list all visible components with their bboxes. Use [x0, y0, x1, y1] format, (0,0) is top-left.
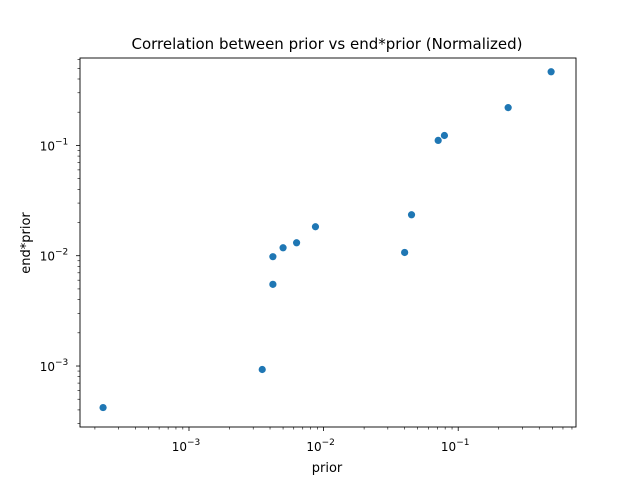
- data-point: [292, 239, 301, 247]
- data-point: [279, 244, 287, 252]
- data-point: [504, 104, 512, 112]
- chart-title: Correlation between prior vs end*prior (…: [131, 35, 522, 53]
- x-tick-exponent: −1: [456, 438, 469, 448]
- data-point: [407, 211, 416, 219]
- data-point: [311, 223, 320, 231]
- x-axis-label: prior: [312, 461, 343, 476]
- data-point: [434, 136, 442, 145]
- data-point: [269, 280, 277, 288]
- plot-frame: [79, 57, 577, 428]
- y-tick-exponent: −1: [55, 137, 68, 147]
- data-point: [401, 248, 409, 257]
- y-tick-exponent: −3: [55, 358, 68, 368]
- data-point: [440, 131, 449, 140]
- x-tick-exponent: −2: [322, 438, 335, 448]
- data-point: [99, 403, 107, 412]
- data-point: [269, 253, 277, 261]
- data-point: [258, 365, 266, 374]
- y-tick-exponent: −2: [55, 248, 68, 258]
- x-tick-exponent: −3: [187, 438, 200, 448]
- data-point: [547, 68, 555, 76]
- y-axis-label: end*prior: [19, 212, 34, 274]
